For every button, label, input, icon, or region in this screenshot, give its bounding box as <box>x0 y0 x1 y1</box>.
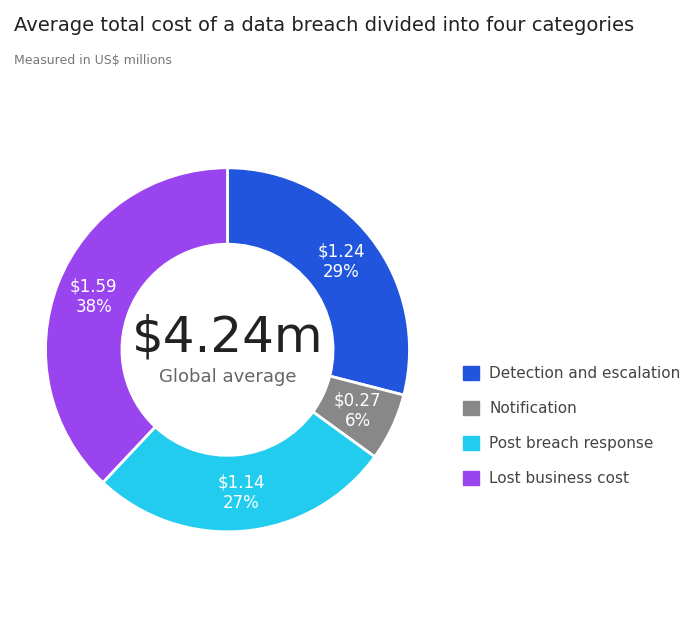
Text: $1.59
38%: $1.59 38% <box>70 277 118 316</box>
Text: $4.24m: $4.24m <box>132 313 323 361</box>
Wedge shape <box>228 168 410 395</box>
Wedge shape <box>313 376 404 457</box>
Text: $1.24
29%: $1.24 29% <box>317 242 365 281</box>
Text: Global average: Global average <box>159 368 296 386</box>
Text: $0.27
6%: $0.27 6% <box>334 392 382 431</box>
Wedge shape <box>46 168 228 483</box>
Wedge shape <box>103 412 374 532</box>
Text: Measured in US$ millions: Measured in US$ millions <box>14 54 172 67</box>
Text: $1.14
27%: $1.14 27% <box>217 474 265 513</box>
Legend: Detection and escalation, Notification, Post breach response, Lost business cost: Detection and escalation, Notification, … <box>456 359 688 494</box>
Text: Average total cost of a data breach divided into four categories: Average total cost of a data breach divi… <box>14 16 634 35</box>
